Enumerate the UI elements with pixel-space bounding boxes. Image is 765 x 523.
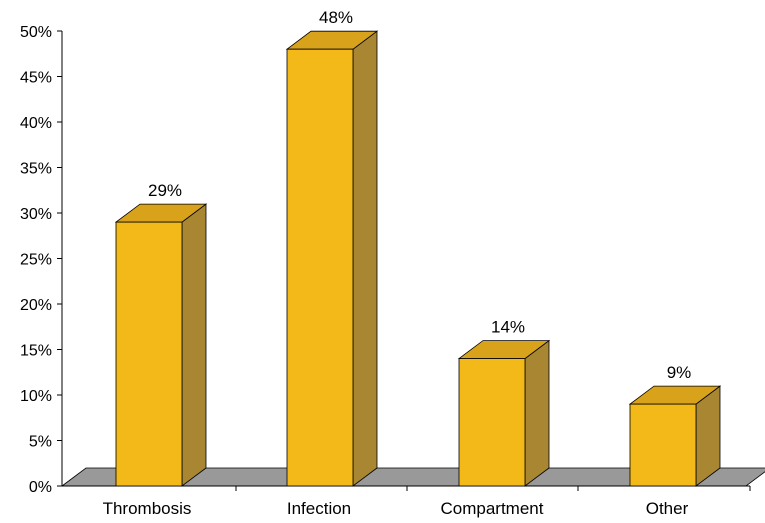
data-label: 9% (667, 363, 692, 382)
y-tick-label: 0% (29, 479, 52, 496)
bar (114, 203, 208, 487)
bar (457, 339, 551, 487)
bar (285, 30, 379, 487)
data-label: 14% (491, 318, 525, 337)
y-axis: 0% 5% 10% 15% 20% 25% 30% 35% 40% 45% 50% (20, 24, 751, 496)
bar-front (458, 358, 526, 487)
bar-front (629, 403, 697, 487)
bar-side (352, 30, 378, 487)
y-tick-label: 20% (20, 297, 52, 314)
y-tick-label: 45% (20, 70, 52, 87)
x-category-label: Infection (287, 499, 351, 518)
bar (628, 385, 722, 487)
x-category-label: Compartment (441, 499, 544, 518)
bar-side (524, 339, 550, 487)
x-category-label: Thrombosis (103, 499, 192, 518)
y-tick-label: 50% (20, 24, 52, 41)
data-label: 48% (319, 8, 353, 27)
y-tick-label: 10% (20, 388, 52, 405)
y-tick-label: 15% (20, 343, 52, 360)
x-category-label: Other (646, 499, 689, 518)
labels: 29% Thrombosis 48% Infection 14% Compartment 9… (103, 8, 692, 518)
y-tick-label: 30% (20, 206, 52, 223)
y-tick-label: 35% (20, 161, 52, 178)
y-tick-label: 25% (20, 252, 52, 269)
data-label: 29% (148, 181, 182, 200)
y-tick-label: 40% (20, 115, 52, 132)
y-tick-label: 5% (29, 434, 52, 451)
bars (114, 30, 722, 487)
bar-front (286, 48, 354, 487)
bar-front (115, 221, 183, 487)
bar-side (181, 203, 207, 487)
